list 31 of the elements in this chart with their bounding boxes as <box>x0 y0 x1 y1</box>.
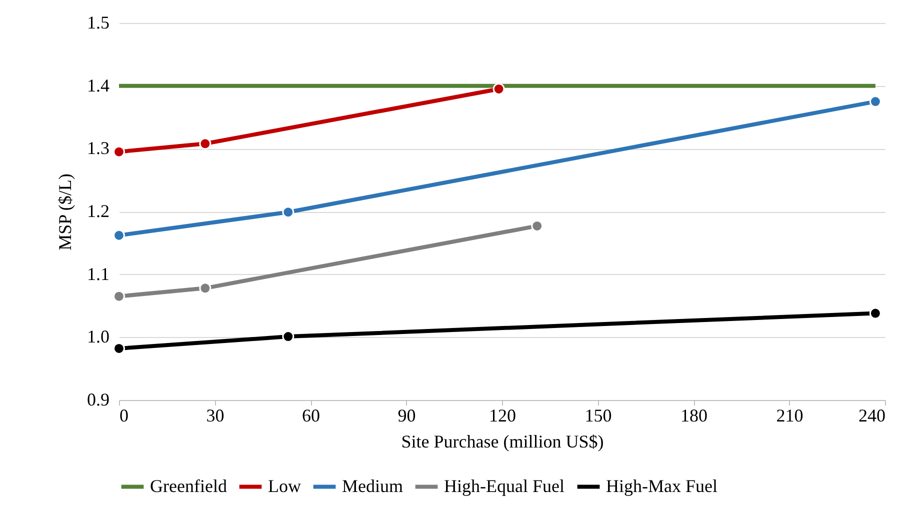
point <box>199 282 212 294</box>
y-tick-label: 1.5 <box>87 12 110 32</box>
y-tick-label: 1.4 <box>87 75 110 96</box>
y-axis-title: MSP ($/L) <box>55 174 75 250</box>
legend-label: High-Equal Fuel <box>444 476 564 496</box>
y-tick-label: 0.9 <box>87 390 110 410</box>
y-tick-label: 1.3 <box>87 138 110 158</box>
y-tick-label: 1.1 <box>87 264 110 284</box>
point <box>492 82 505 95</box>
x-axis-title: Site Purchase (million US$) <box>401 432 604 452</box>
x-tick-label: 0 <box>120 406 128 426</box>
point <box>199 138 212 150</box>
x-tick-label: 240 <box>858 406 886 426</box>
legend-label: Greenfield <box>150 476 227 496</box>
legend-label: Low <box>268 476 301 496</box>
y-tick-label: 1.2 <box>87 201 110 221</box>
point <box>113 290 125 302</box>
point <box>282 206 294 218</box>
point <box>869 307 882 320</box>
x-tick-label: 120 <box>489 406 516 426</box>
x-tick-label: 90 <box>398 406 416 426</box>
point <box>113 146 125 158</box>
y-tick-label: 1.0 <box>87 326 110 347</box>
legend-label: High-Max Fuel <box>606 476 718 496</box>
point <box>113 229 125 242</box>
x-tick-label: 30 <box>206 406 224 426</box>
x-tick-label: 60 <box>302 406 320 426</box>
x-tick-label: 150 <box>584 406 612 426</box>
legend-label: Medium <box>342 476 403 496</box>
x-tick-label: 210 <box>776 406 804 426</box>
x-tick-label: 180 <box>680 406 708 426</box>
